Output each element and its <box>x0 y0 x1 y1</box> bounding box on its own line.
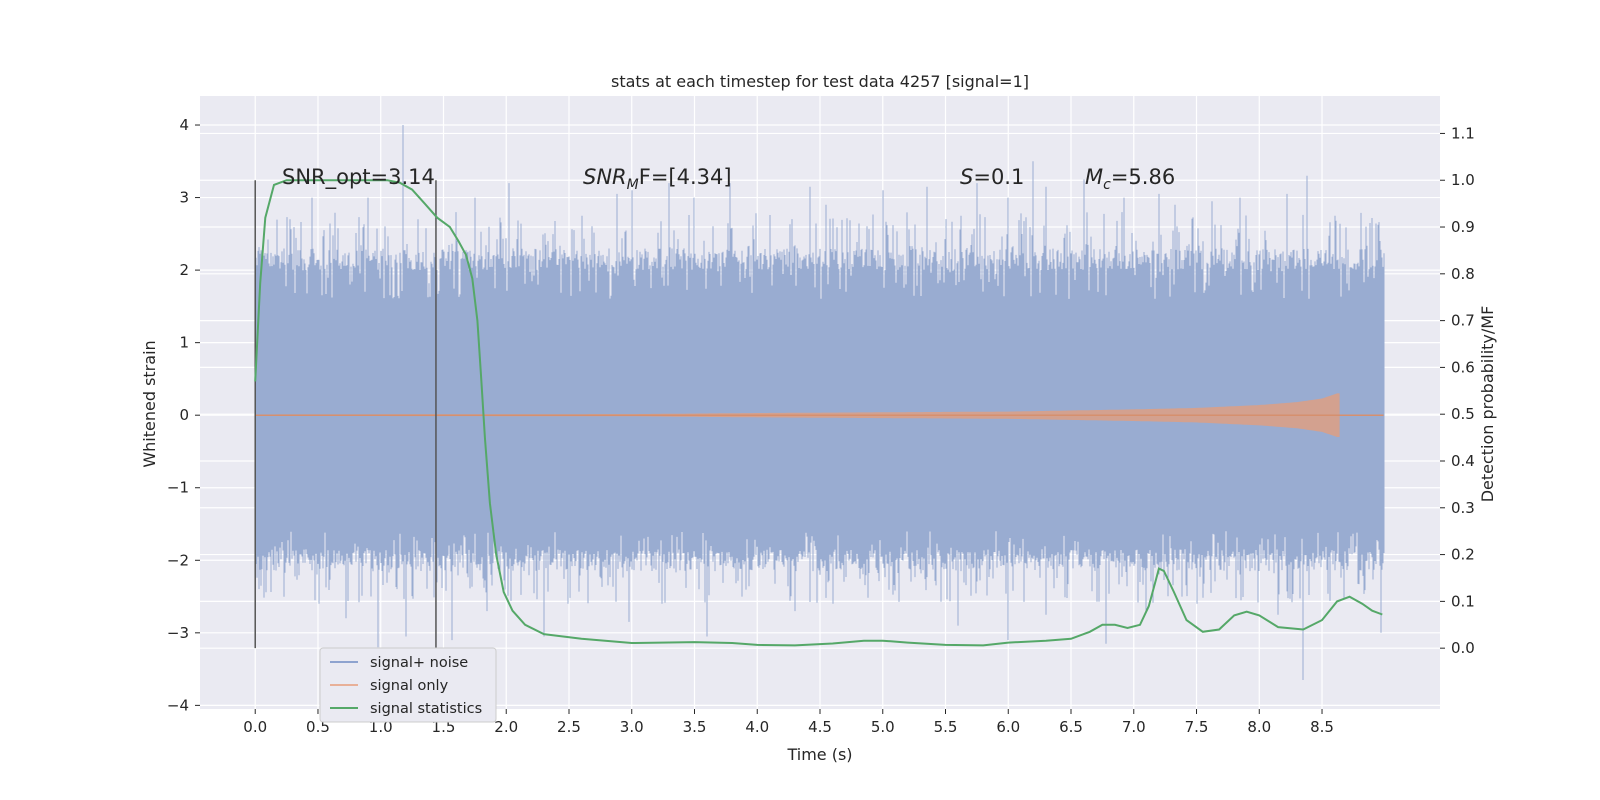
series-signal-only <box>255 393 1384 437</box>
x-tick-label: 6.5 <box>1059 718 1083 736</box>
legend-label-signal-only: signal only <box>370 678 449 694</box>
y2-tick-label: 0.3 <box>1451 499 1475 517</box>
vertical-markers <box>254 180 437 649</box>
y-tick-label: 4 <box>179 116 189 134</box>
y2-tick-label: 1.1 <box>1451 124 1475 142</box>
annotation-snr-mf-suffix: F=[4.34] <box>639 165 732 189</box>
y2-tick-label: 0.9 <box>1451 218 1475 236</box>
series-signal-statistics <box>254 179 1383 647</box>
x-tick-label: 2.0 <box>494 718 518 736</box>
y2-tick-label: 0.6 <box>1451 358 1475 376</box>
tick-labels: 0.0 0.5 1.0 1.5 2.0 2.5 3.0 3.5 4.0 4.5 5.0 5.5 6.0 6… <box>167 116 1475 736</box>
signal-statistics-line <box>254 179 1383 647</box>
y-tick-label: −2 <box>167 551 189 569</box>
y2-tick-label: 0.8 <box>1451 265 1475 283</box>
x-tick-label: 3.5 <box>683 718 707 736</box>
x-tick-label: 7.5 <box>1185 718 1209 736</box>
x-tick-label: 6.0 <box>996 718 1020 736</box>
x-tick-label: 8.0 <box>1247 718 1271 736</box>
y-tick-label: −4 <box>167 696 189 714</box>
legend-box <box>319 647 497 723</box>
y2-tick-label: 1.0 <box>1451 171 1475 189</box>
annotation-mc-value: =5.86 <box>1111 165 1175 189</box>
y2-tick-label: 0.0 <box>1451 639 1475 657</box>
annotation-mc-sub: c <box>1103 177 1111 193</box>
x-tick-label: 8.5 <box>1310 718 1334 736</box>
y2-tick-label: 0.7 <box>1451 312 1475 330</box>
y2-tick-label: 0.2 <box>1451 546 1475 564</box>
annotation-snr-mf-sub: M <box>627 177 639 193</box>
x-tick-label: 0.0 <box>243 718 267 736</box>
y-axis-label: Whitened strain <box>140 340 159 467</box>
y2-axis-label: Detection probability/MF <box>1478 306 1497 503</box>
y-tick-label: −1 <box>167 479 189 497</box>
x-tick-label: 7.0 <box>1122 718 1146 736</box>
y2-tick-label: 0.1 <box>1451 592 1475 610</box>
annotation-s-label: S <box>960 165 973 189</box>
annotation-mc: Mc=5.86 <box>1085 165 1175 193</box>
annotation-snr-mf-label: SNR <box>583 165 627 189</box>
x-tick-label: 4.5 <box>808 718 832 736</box>
x-tick-label: 4.0 <box>745 718 769 736</box>
annotation-snr-mf: SNRMF=[4.34] <box>583 165 732 193</box>
x-tick-label: 2.5 <box>557 718 581 736</box>
y-tick-label: 3 <box>179 189 189 207</box>
x-tick-label: 5.0 <box>871 718 895 736</box>
chart-title: stats at each timestep for test data 425… <box>611 72 1029 91</box>
annotation-mc-label: M <box>1085 165 1103 189</box>
y-tick-label: −3 <box>167 624 189 642</box>
legend-label-signal-statistics: signal statistics <box>370 701 482 717</box>
annotation-s: S=0.1 <box>960 165 1024 189</box>
x-axis-label: Time (s) <box>786 745 852 764</box>
x-tick-label: 3.0 <box>620 718 644 736</box>
annotation-snr-opt: SNR_opt=3.14 <box>282 165 435 190</box>
x-tick-label: 5.5 <box>934 718 958 736</box>
y-tick-label: 0 <box>179 406 189 424</box>
y2-tick-label: 0.4 <box>1451 452 1475 470</box>
legend-label-signal-noise: signal+ noise <box>370 655 468 671</box>
y-tick-label: 2 <box>179 261 189 279</box>
annotation-s-value: =0.1 <box>973 165 1024 189</box>
legend: signal+ noise signal only signal statist… <box>319 647 497 723</box>
y-tick-label: 1 <box>179 334 189 352</box>
y2-tick-label: 0.5 <box>1451 405 1475 423</box>
